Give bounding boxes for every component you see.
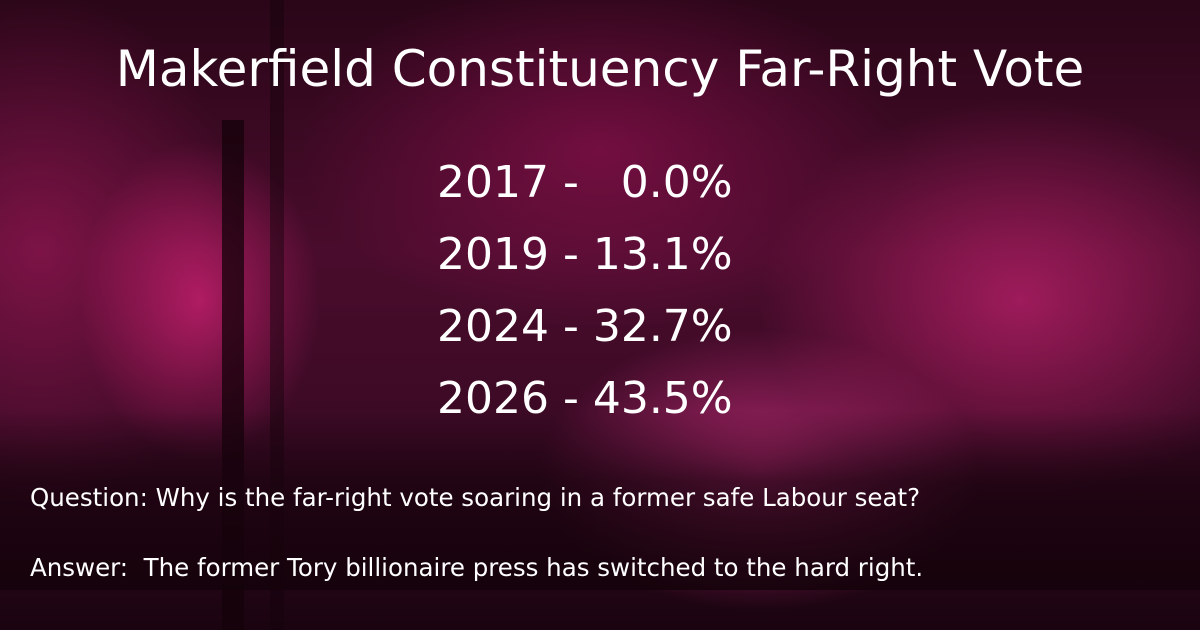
answer: Answer: The former Tory billionaire pres… [30,553,924,582]
vote-row: 2024 - 32.7% [437,301,733,352]
vote-row: 2019 - 13.1% [437,229,733,280]
title: Makerfield Constituency Far-Right Vote [115,40,1085,98]
question: Question: Why is the far-right vote soar… [30,483,921,512]
vote-row: 2026 - 43.5% [437,373,733,424]
background-crowd [0,410,1200,590]
vote-row: 2017 - 0.0% [437,157,733,208]
